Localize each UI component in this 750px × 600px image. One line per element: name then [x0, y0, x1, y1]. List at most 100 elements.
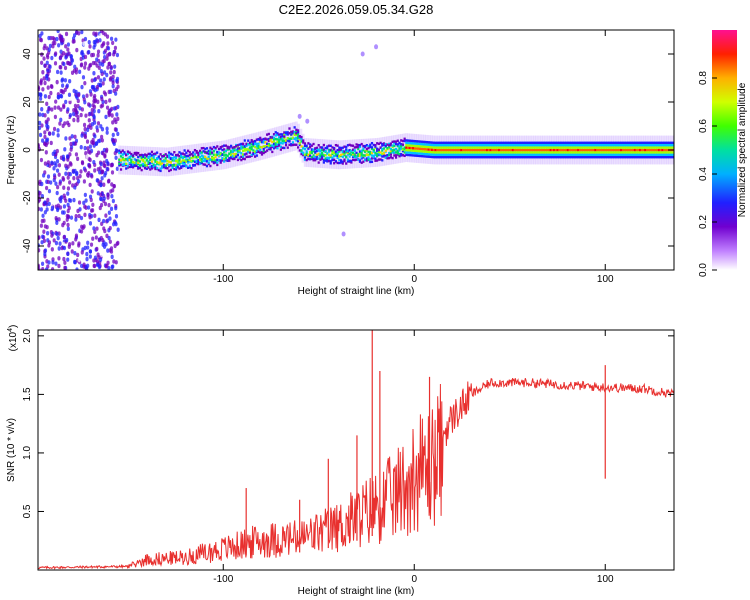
spectrogram-band-cell	[477, 146, 480, 149]
spectrogram-band-cell	[529, 153, 532, 156]
spectrogram-band-cell	[556, 144, 559, 147]
spectrogram-noise-cell	[80, 30, 84, 35]
spectrogram-band-cell	[522, 148, 525, 152]
spectrogram-band-cell	[511, 146, 515, 149]
spectrogram-band-cell	[616, 146, 619, 149]
spectrogram-band-cell	[625, 153, 628, 156]
spectrogram-band-cell	[324, 146, 327, 150]
spectrogram-band-cell	[546, 151, 549, 154]
spectrogram-band-cell	[625, 141, 628, 144]
spectrogram-band-cell	[362, 147, 365, 150]
spectrogram-band-cell	[362, 144, 365, 148]
spectrogram-band-cell	[666, 148, 669, 152]
spectrogram-band-cell	[503, 156, 506, 159]
spectrogram-band-cell	[439, 141, 442, 144]
spectrogram-band-cell	[563, 146, 566, 149]
spectrogram-noise-cell	[66, 175, 70, 180]
spectrogram-band-cell	[257, 145, 260, 148]
spectrogram-band-cell	[400, 154, 403, 157]
spectrogram-band-cell	[572, 144, 575, 147]
spectrogram-band-cell	[663, 156, 666, 159]
spectrogram-band-cell	[248, 149, 252, 152]
spectrogram-band-cell	[613, 156, 616, 159]
spectrogram-noise-cell	[77, 92, 81, 98]
spectrogram-band-cell	[394, 151, 398, 154]
spectrogram-noise-cell	[110, 162, 114, 168]
spectrogram-y-tick-label: 20	[22, 96, 33, 108]
spectrogram-noise-cell	[47, 131, 52, 136]
spectrogram-band-cell	[185, 158, 188, 161]
spectrogram-band-cell	[549, 153, 552, 156]
spectrogram-band-cell	[300, 135, 303, 139]
spectrogram-band-cell	[180, 160, 183, 163]
spectrogram-band-cell	[584, 141, 587, 144]
spectrogram-band-cell	[365, 144, 368, 147]
spectrogram-band-cell	[370, 151, 374, 155]
spectrogram-band-cell	[154, 152, 157, 155]
spectrogram-band-cell	[413, 147, 417, 150]
spectrogram-band-cell	[652, 148, 655, 152]
spectrogram-noise-cell	[76, 252, 80, 258]
spectrogram-band-cell	[135, 162, 138, 165]
spectrogram-band-cell	[503, 153, 506, 156]
spectrogram-noise-cell	[43, 200, 47, 205]
spectrogram-band-cell	[205, 151, 209, 155]
spectrogram-noise-cell	[68, 136, 72, 141]
spectrogram-band-cell	[276, 144, 279, 148]
spectrogram-band-cell	[235, 145, 238, 148]
spectrogram-band-cell	[305, 152, 308, 156]
spectrogram-noise-cell	[84, 198, 88, 203]
spectrogram-noise-cell	[107, 112, 111, 118]
spectrogram-band-cell	[284, 139, 288, 142]
spectrogram-band-cell	[408, 153, 411, 157]
spectrogram-noise-cell	[79, 63, 83, 68]
spectrogram-band-cell	[656, 148, 659, 152]
spectrogram-band-cell	[436, 141, 439, 144]
spectrogram-noise-cell	[56, 133, 60, 138]
spectrogram-noise-cell	[67, 92, 72, 98]
spectrogram-band-cell	[314, 147, 317, 150]
spectrogram-band-cell	[444, 153, 448, 156]
spectrogram-band-cell	[317, 161, 320, 164]
spectrogram-band-cell	[413, 142, 417, 145]
spectrogram-noise-cell	[97, 264, 102, 270]
spectrogram-band-cell	[529, 148, 532, 152]
spectrogram-noise-cell	[86, 146, 90, 151]
spectrogram-band-cell	[231, 157, 234, 161]
spectrogram-noise-cell	[54, 216, 58, 221]
spectrogram-band-cell	[296, 129, 300, 132]
spectrogram-band-cell	[123, 158, 126, 161]
spectrogram-band-cell	[496, 144, 499, 147]
spectrogram-noise-cell	[42, 173, 46, 178]
spectrogram-band-cell	[520, 144, 523, 147]
spectrogram-noise-cell	[94, 98, 98, 103]
spectrogram-band-cell	[303, 147, 307, 151]
spectrogram-noise-cell	[111, 222, 116, 227]
spectrogram-band-cell	[214, 159, 217, 162]
spectrogram-band-cell	[369, 150, 372, 154]
spectrogram-band-cell	[491, 151, 494, 154]
spectrogram-noise-cell	[71, 241, 75, 246]
spectrogram-band-cell	[327, 148, 331, 152]
spectrogram-band-cell	[138, 160, 142, 163]
spectrogram-band-cell	[379, 141, 382, 145]
spectrogram-band-cell	[551, 153, 554, 156]
spectrogram-band-cell	[487, 148, 490, 152]
spectrogram-band-cell	[279, 141, 282, 145]
spectrogram-band-cell	[599, 148, 602, 152]
spectrogram-band-cell	[231, 155, 234, 158]
spectrogram-band-cell	[475, 148, 478, 152]
spectrogram-band-cell	[590, 156, 594, 159]
spectrogram-halo-cell	[269, 128, 273, 158]
spectrogram-noise-cell	[106, 65, 110, 70]
spectrogram-noise-cell	[42, 229, 46, 234]
spectrogram-band-cell	[455, 146, 458, 149]
spectrogram-noise-cell	[50, 160, 54, 166]
spectrogram-band-cell	[223, 144, 226, 147]
spectrogram-noise-cell	[111, 198, 115, 204]
spectrogram-band-cell	[475, 146, 478, 149]
spectrogram-band-cell	[556, 151, 559, 154]
spectrogram-noise-cell	[85, 251, 89, 257]
spectrogram-band-cell	[212, 158, 215, 161]
spectrogram-band-cell	[573, 151, 576, 154]
